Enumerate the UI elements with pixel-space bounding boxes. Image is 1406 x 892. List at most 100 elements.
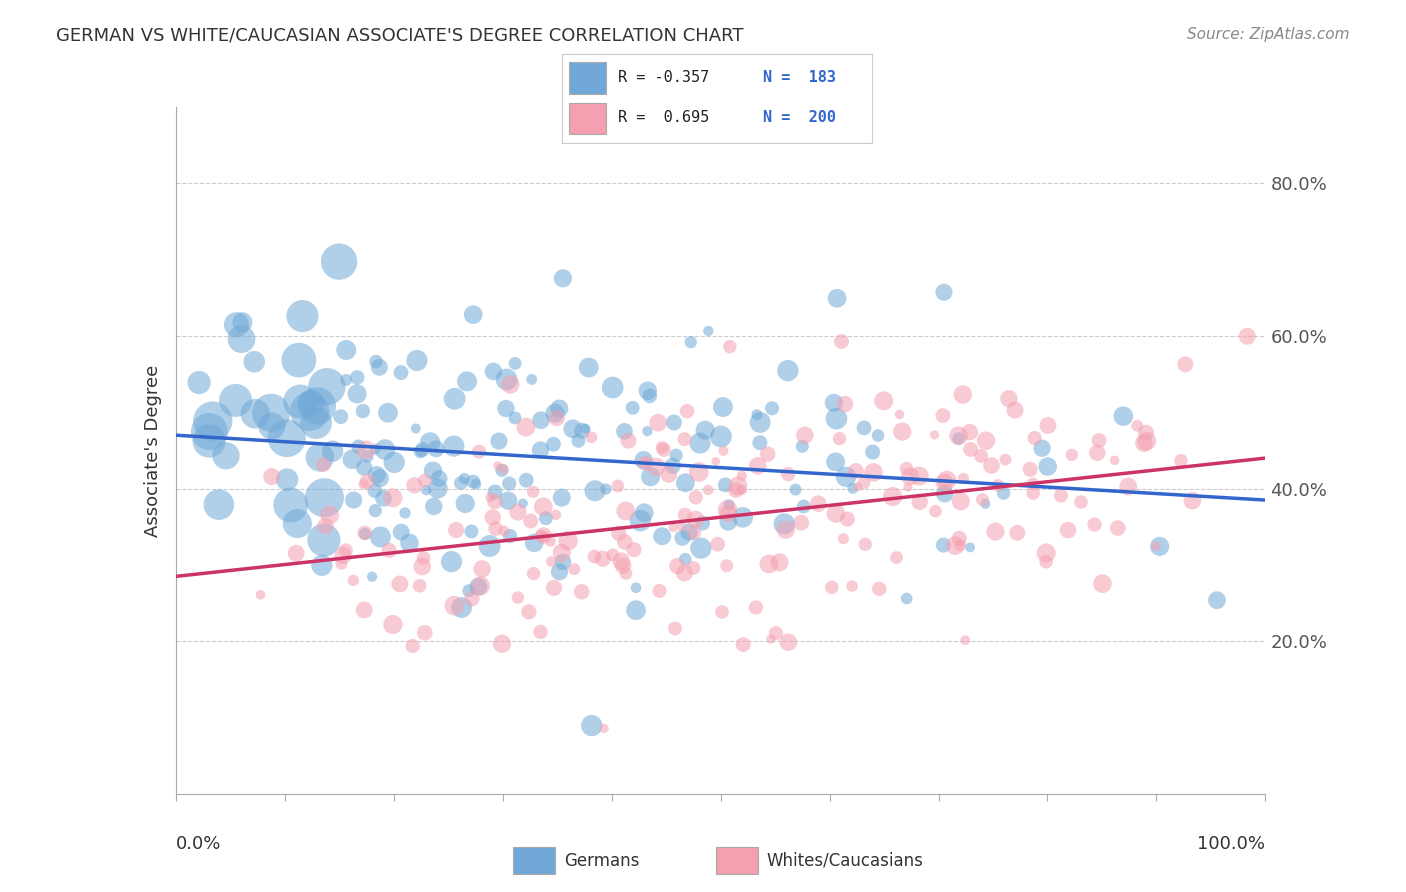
Point xyxy=(412,551,434,566)
Point xyxy=(638,389,661,403)
Point xyxy=(370,530,392,544)
Point xyxy=(676,404,699,418)
Point xyxy=(845,464,868,478)
Point xyxy=(972,492,994,507)
Point xyxy=(512,496,534,510)
Point xyxy=(733,638,755,652)
Point xyxy=(610,554,633,568)
Point xyxy=(1181,493,1204,508)
Point xyxy=(517,605,540,619)
Point xyxy=(299,396,322,410)
Point xyxy=(673,552,696,566)
Point xyxy=(898,469,921,483)
Point xyxy=(464,477,486,491)
Point xyxy=(243,355,266,369)
Point xyxy=(665,448,688,462)
Point xyxy=(471,562,494,576)
Point xyxy=(548,565,571,579)
Point xyxy=(718,340,741,354)
Point xyxy=(825,291,848,305)
Point xyxy=(529,624,551,639)
Point xyxy=(1070,495,1092,509)
Point xyxy=(231,332,253,346)
Point xyxy=(1236,329,1258,343)
Point xyxy=(862,466,884,480)
Point xyxy=(356,475,378,489)
Point xyxy=(280,498,302,512)
Point xyxy=(673,475,696,490)
Point xyxy=(486,458,509,473)
Point xyxy=(314,519,336,533)
Point xyxy=(613,535,636,549)
Point xyxy=(651,441,673,455)
Point xyxy=(208,498,231,512)
Point xyxy=(862,445,884,459)
Point xyxy=(624,603,647,617)
Point xyxy=(312,458,335,472)
Point xyxy=(454,496,477,510)
Point xyxy=(543,437,565,451)
Point xyxy=(342,574,364,588)
Point xyxy=(285,546,308,560)
Point xyxy=(394,506,416,520)
Point xyxy=(662,520,685,534)
Point xyxy=(496,493,519,508)
Point xyxy=(1057,523,1080,537)
Point xyxy=(776,363,799,377)
Point xyxy=(531,500,554,514)
Point xyxy=(647,416,669,430)
Point xyxy=(285,516,308,531)
Point xyxy=(948,428,970,442)
Point xyxy=(305,416,328,430)
Point xyxy=(748,435,770,450)
Point xyxy=(679,335,702,350)
Point xyxy=(1022,476,1045,491)
Point xyxy=(955,633,977,648)
Point xyxy=(607,526,630,541)
Point xyxy=(807,497,830,511)
Point xyxy=(411,442,433,457)
Point xyxy=(581,430,603,444)
Point xyxy=(1091,576,1114,591)
Point xyxy=(347,440,370,454)
Point xyxy=(453,471,475,485)
Point xyxy=(544,508,567,522)
Point xyxy=(889,408,911,422)
Point xyxy=(495,401,517,416)
Point xyxy=(523,566,546,581)
Point xyxy=(710,429,733,443)
Point xyxy=(837,512,859,526)
Point xyxy=(332,549,354,563)
Point xyxy=(201,414,224,428)
Point xyxy=(364,442,387,457)
Point xyxy=(231,315,253,329)
Point xyxy=(575,422,598,436)
Point xyxy=(695,423,717,437)
Point xyxy=(793,428,815,442)
Point xyxy=(1149,540,1171,554)
Point xyxy=(823,396,845,410)
Point xyxy=(592,551,614,566)
Point xyxy=(406,353,429,368)
Point xyxy=(352,404,374,418)
Point xyxy=(1019,462,1042,476)
Point xyxy=(768,555,790,569)
Point xyxy=(949,494,972,508)
Point xyxy=(298,404,321,418)
Point xyxy=(633,506,655,520)
Point xyxy=(353,460,375,475)
Point xyxy=(503,356,526,370)
Point xyxy=(924,428,946,442)
Point xyxy=(482,364,505,378)
Point xyxy=(948,432,970,446)
Point xyxy=(1112,409,1135,424)
Point xyxy=(1116,479,1139,493)
Point xyxy=(354,442,377,457)
Point xyxy=(841,579,863,593)
Point xyxy=(716,558,738,573)
Point xyxy=(692,516,714,530)
Point xyxy=(1035,555,1057,569)
Point xyxy=(388,577,411,591)
Point xyxy=(422,500,444,514)
Point xyxy=(932,285,955,300)
